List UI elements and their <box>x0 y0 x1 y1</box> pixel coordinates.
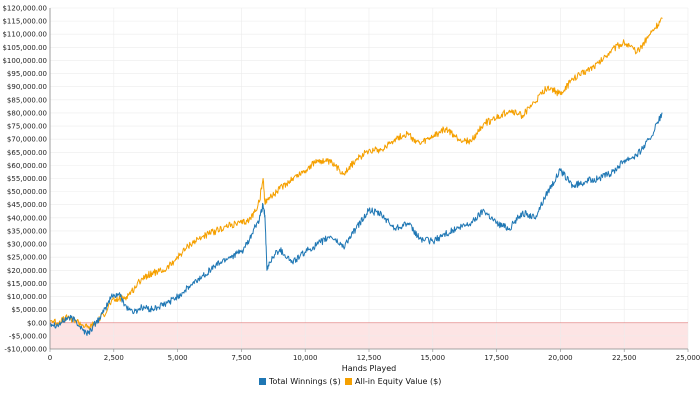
x-tick-label: 12,500 <box>357 354 382 362</box>
y-tick-label: $55,000.00 <box>7 175 47 183</box>
y-tick-label: $5,000.00 <box>11 306 47 314</box>
y-tick-label: $105,000.00 <box>2 44 47 52</box>
y-tick-label: $25,000.00 <box>7 254 47 262</box>
y-tick-label: $30,000.00 <box>7 241 47 249</box>
x-axis-title: Hands Played <box>342 364 396 373</box>
y-tick-label: $75,000.00 <box>7 123 47 131</box>
x-tick-label: 15,000 <box>421 354 446 362</box>
y-tick-label: $10,000.00 <box>7 293 47 301</box>
legend-label-total-winnings: Total Winnings ($) <box>268 377 341 386</box>
grid <box>49 7 689 350</box>
legend: Total Winnings ($) All-in Equity Value ($… <box>259 377 441 386</box>
x-axis: 0 2,500 5,000 7,500 10,000 12,500 15,000 17,500… <box>48 349 700 362</box>
y-tick-label: $70,000.00 <box>7 136 47 144</box>
series-line-total-winnings <box>49 112 663 336</box>
y-tick-label: $120,000.00 <box>2 5 47 13</box>
y-tick-label: $20,000.00 <box>7 267 47 275</box>
y-tick-label: $50,000.00 <box>7 188 47 196</box>
y-tick-label: -$5,000.00 <box>9 332 47 340</box>
x-tick-label: 25,000 <box>676 354 700 362</box>
y-tick-label: $60,000.00 <box>7 162 47 170</box>
x-tick-label: 7,500 <box>231 354 251 362</box>
y-axis: -$10,000.00 -$5,000.00 $0.00 $5,000.00 $10,0… <box>2 5 47 354</box>
y-tick-label: $85,000.00 <box>7 96 47 104</box>
legend-label-all-in-equity-value: All-in Equity Value ($) <box>355 377 441 386</box>
y-tick-label: $0.00 <box>27 319 47 327</box>
series-line-all-in-equity-value <box>49 17 663 330</box>
y-tick-label: $115,000.00 <box>2 18 47 26</box>
x-tick-label: 5,000 <box>168 354 188 362</box>
x-tick-label: 17,500 <box>484 354 509 362</box>
y-tick-label: $80,000.00 <box>7 109 47 117</box>
x-tick-label: 20,000 <box>548 354 573 362</box>
x-tick-label: 10,000 <box>293 354 318 362</box>
y-tick-label: $95,000.00 <box>7 70 47 78</box>
legend-swatch-all-in-equity-value <box>345 378 352 385</box>
y-tick-label: $100,000.00 <box>2 57 47 65</box>
y-tick-label: $15,000.00 <box>7 280 47 288</box>
x-tick-label: 0 <box>48 354 52 362</box>
x-tick-label: 2,500 <box>104 354 124 362</box>
x-tick-label: 22,500 <box>612 354 637 362</box>
y-tick-label: -$10,000.00 <box>4 346 47 354</box>
y-tick-label: $90,000.00 <box>7 83 47 91</box>
legend-swatch-total-winnings <box>259 378 266 385</box>
y-tick-label: $40,000.00 <box>7 214 47 222</box>
series-layer <box>49 17 663 336</box>
y-tick-label: $45,000.00 <box>7 201 47 209</box>
y-tick-label: $35,000.00 <box>7 227 47 235</box>
y-tick-label: $65,000.00 <box>7 149 47 157</box>
y-tick-label: $110,000.00 <box>2 31 47 39</box>
